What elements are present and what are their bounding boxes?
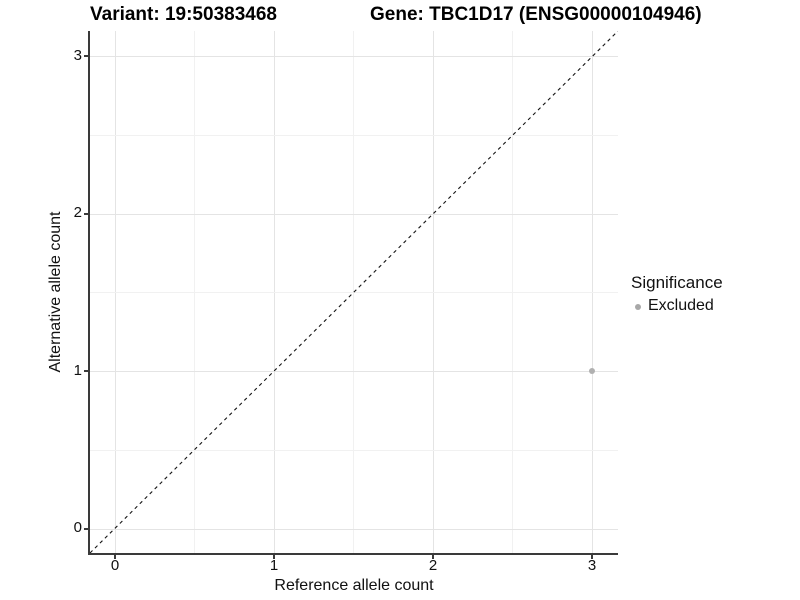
x-tick-label: 3 bbox=[587, 557, 597, 574]
y-tick-mark bbox=[84, 213, 88, 215]
y-tick-mark bbox=[84, 370, 88, 372]
plot-panel bbox=[90, 31, 618, 553]
x-tick-label: 2 bbox=[428, 557, 438, 574]
y-tick-label: 2 bbox=[73, 204, 82, 221]
gridline-minor-horizontal bbox=[90, 292, 618, 293]
y-axis-line bbox=[88, 31, 90, 555]
x-tick-mark bbox=[273, 555, 275, 559]
gridline-major-horizontal bbox=[90, 371, 618, 372]
plot-title-gene: Gene: TBC1D17 (ENSG00000104946) bbox=[370, 4, 702, 25]
y-tick-label: 0 bbox=[73, 519, 82, 536]
legend-item-excluded: Excluded bbox=[631, 297, 723, 315]
gridline-major-horizontal bbox=[90, 529, 618, 530]
y-tick-mark bbox=[84, 528, 88, 530]
x-tick-mark bbox=[591, 555, 593, 559]
x-tick-mark bbox=[114, 555, 116, 559]
y-tick-mark bbox=[84, 55, 88, 57]
x-tick-mark bbox=[432, 555, 434, 559]
legend-item-label: Excluded bbox=[648, 297, 714, 314]
x-tick-label: 0 bbox=[110, 557, 120, 574]
legend-dot-icon bbox=[635, 304, 641, 310]
legend-title: Significance bbox=[631, 273, 723, 292]
gridline-minor-horizontal bbox=[90, 450, 618, 451]
x-axis-line bbox=[88, 553, 618, 555]
scatter-point-excluded bbox=[589, 368, 595, 374]
x-tick-label: 1 bbox=[269, 557, 279, 574]
gridline-major-horizontal bbox=[90, 56, 618, 57]
x-axis-title: Reference allele count bbox=[274, 577, 434, 594]
y-axis-title: Alternative allele count bbox=[47, 211, 64, 373]
y-tick-label: 1 bbox=[73, 362, 82, 379]
plot-title-variant: Variant: 19:50383468 bbox=[90, 4, 277, 25]
y-tick-label: 3 bbox=[73, 47, 82, 64]
identity-line-dashed bbox=[90, 31, 618, 553]
gridline-major-horizontal bbox=[90, 214, 618, 215]
legend: Significance Excluded bbox=[631, 273, 723, 315]
gridline-minor-horizontal bbox=[90, 135, 618, 136]
